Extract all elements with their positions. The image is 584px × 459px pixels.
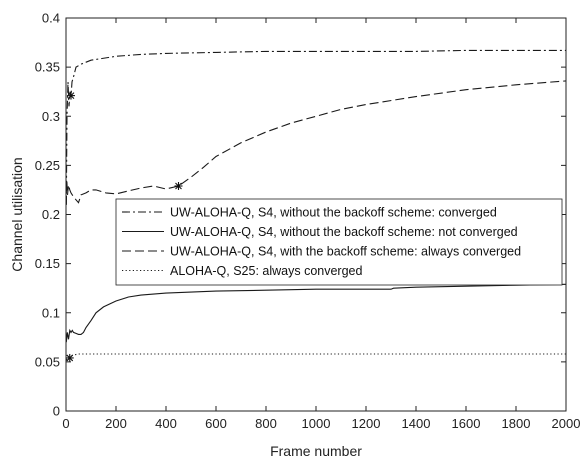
- y-tick-label: 0.25: [35, 158, 60, 173]
- y-axis: 0 0.05 0.1 0.15 0.2 0.25 0.3 0.35 0.4: [35, 11, 566, 419]
- x-axis: 0 200 400 600 800 1000 1200 1400 1600 1800 2000: [62, 18, 580, 431]
- x-tick-label: 1800: [502, 416, 531, 431]
- series-line-1: [65, 49, 566, 205]
- y-tick-label: 0.3: [42, 109, 60, 124]
- y-tick-label: 0.2: [42, 207, 60, 222]
- y-tick-label: 0.4: [42, 11, 60, 26]
- legend-label: UW-ALOHA-Q, S4, without the backoff sche…: [170, 206, 497, 220]
- series-line-3: [65, 80, 567, 205]
- y-tick-label: 0: [53, 404, 60, 419]
- y-axis-label: Channel utilisation: [9, 157, 25, 271]
- legend: UW-ALOHA-Q, S4, without the backoff sche…: [115, 198, 563, 286]
- y-tick-label: 0.35: [35, 60, 60, 75]
- x-tick-label: 400: [155, 416, 177, 431]
- convergence-marker: [174, 182, 183, 191]
- x-axis-label: Frame number: [270, 443, 362, 459]
- legend-box: [115, 198, 563, 286]
- y-tick-label: 0.15: [35, 256, 60, 271]
- x-tick-label: 1200: [352, 416, 381, 431]
- y-tick-label: 0.05: [35, 354, 60, 369]
- legend-label: ALOHA-Q, S25: always converged: [170, 264, 362, 278]
- convergence-marker: [67, 91, 75, 100]
- series-line-4: [65, 353, 566, 361]
- legend-label: UW-ALOHA-Q, S4, with the backoff scheme:…: [170, 245, 521, 259]
- series-line-2: [65, 283, 567, 343]
- x-tick-label: 200: [105, 416, 127, 431]
- x-tick-label: 800: [255, 416, 277, 431]
- x-tick-label: 1400: [402, 416, 431, 431]
- x-tick-label: 600: [205, 416, 227, 431]
- y-tick-label: 0.1: [42, 305, 60, 320]
- x-tick-label: 0: [62, 416, 69, 431]
- series-layer: [65, 49, 567, 362]
- x-tick-label: 2000: [552, 416, 581, 431]
- x-tick-label: 1600: [452, 416, 481, 431]
- legend-label: UW-ALOHA-Q, S4, without the backoff sche…: [170, 225, 518, 239]
- convergence-marker: [65, 353, 74, 362]
- x-tick-label: 1000: [302, 416, 331, 431]
